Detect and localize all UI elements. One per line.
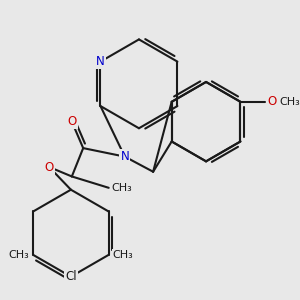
- Text: O: O: [44, 160, 54, 173]
- Text: N: N: [120, 150, 129, 163]
- Text: CH₃: CH₃: [112, 250, 133, 260]
- Text: CH₃: CH₃: [112, 183, 132, 193]
- Text: N: N: [96, 55, 105, 68]
- Text: CH₃: CH₃: [279, 97, 300, 107]
- Text: CH₃: CH₃: [9, 250, 29, 260]
- Text: O: O: [267, 95, 276, 108]
- Text: O: O: [67, 115, 76, 128]
- Text: Cl: Cl: [65, 270, 77, 283]
